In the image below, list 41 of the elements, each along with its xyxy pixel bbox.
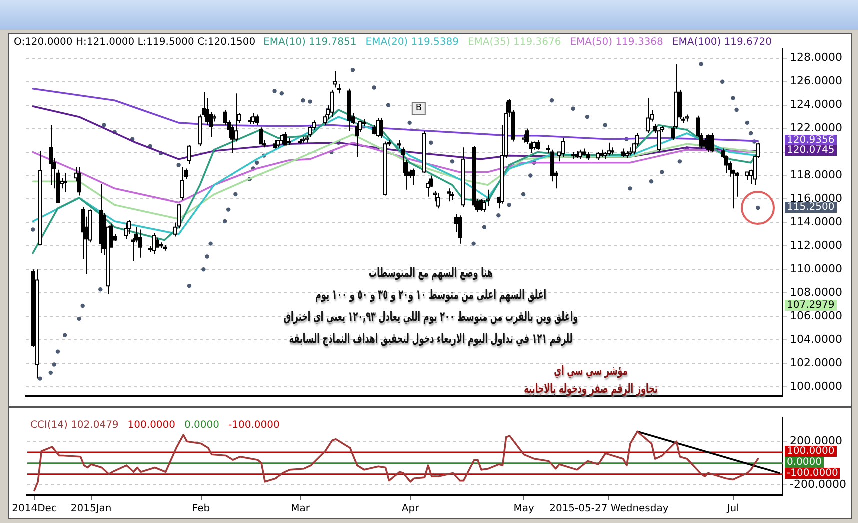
x-tick-label: Apr	[402, 504, 420, 515]
text: EMA(100) 119.6720	[672, 37, 772, 48]
annotation: 120.9356	[785, 135, 837, 146]
x-tick-label: 2015Jan	[70, 504, 112, 515]
text: 107.2979	[785, 300, 837, 311]
y-tick-label: 104.0000	[790, 332, 842, 346]
x-tick-label: Feb	[192, 504, 210, 515]
x-tick-label: Mar	[291, 504, 311, 515]
ref-line-label: -100.0000	[785, 468, 840, 480]
text: 0.0000	[184, 420, 220, 431]
x-tick-label: May	[514, 504, 534, 515]
text: EMA(50) 119.3368	[570, 37, 664, 48]
text: EMA(10) 119.7851	[264, 37, 357, 48]
chart-subtitle: O:120.0000 H:121.0000 L:119.5000 C:120.1500	[14, 37, 256, 48]
annotation: 120.0745	[785, 145, 837, 156]
y-tick-label: 106.0000	[790, 309, 842, 322]
y-tick-label: 124.0000	[790, 98, 842, 112]
text: -100.0000	[228, 420, 280, 431]
y-tick-label: 100.0000	[790, 380, 842, 393]
y-tick-label: 108.0000	[790, 286, 842, 299]
y-tick-label: 110.0000	[790, 262, 842, 276]
y-tick-label: 122.0000	[790, 122, 842, 135]
y-tick-label: 118.0000	[790, 168, 842, 182]
y-tick-label: 114.0000	[790, 216, 842, 229]
text: EMA(35) 119.3676	[468, 37, 562, 48]
x-tick-label: 2014Dec	[12, 504, 57, 515]
text: CCI(14) 102.0479	[30, 420, 119, 431]
annotation: مؤشر سي سي اي تجاوز الرقم صفر ودخوله بالاجابية	[524, 363, 658, 399]
x-tick-label: 2015-05-27 Wednesday	[550, 504, 669, 515]
y-tick-label: -200.0000	[790, 478, 846, 492]
y-tick-label: 126.0000	[790, 74, 842, 88]
text: 100.0000	[128, 420, 176, 431]
y-tick-label: 128.0000	[790, 51, 842, 64]
annotation: B	[412, 102, 426, 116]
annotation: هنا وضع السهم مع المتوسطات اغلق السهم اعلى من متوسط ١٠ و٢٠ و ٣٥ و ٥٠ و ١٠٠ يوم واغلق وين بالقرب من متوسط ٢٠٠ يوم اللي يعادل ١٢٠,٩٣ يعني اي اختراق للرقم ١٢١ في تداول اليوم الاربعاء دخول لتحقيق اهداف النماذج السابقة	[284, 265, 578, 349]
y-tick-label: 112.0000	[790, 239, 842, 252]
ref-line-label: 0.0000	[785, 457, 824, 468]
x-tick-label: Jul	[726, 504, 740, 515]
y-tick-label: 102.0000	[790, 356, 842, 370]
y-tick-label: 200.0000	[790, 434, 842, 448]
text: EMA(20) 119.5389	[366, 37, 459, 48]
